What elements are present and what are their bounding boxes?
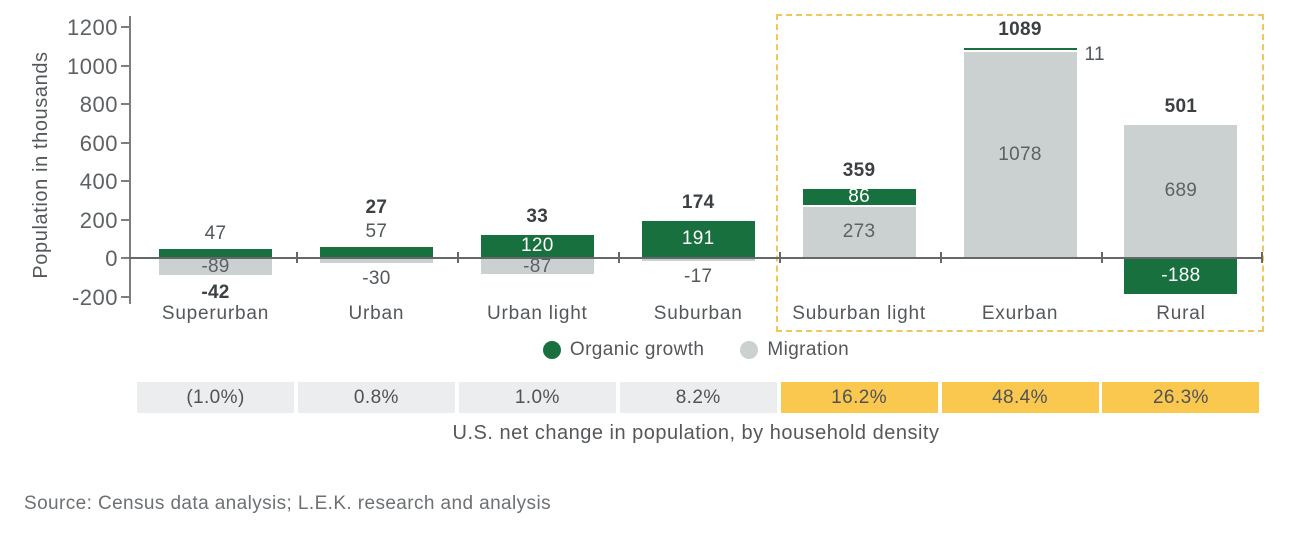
percent-cell: 26.3% xyxy=(1102,382,1260,413)
migration-value-label: -30 xyxy=(362,268,391,290)
total-label: 174 xyxy=(681,192,715,214)
total-label: 33 xyxy=(526,205,549,227)
organic-value-label: 57 xyxy=(365,221,388,243)
legend: Organic growth Migration xyxy=(130,338,1262,362)
x-tick-mark xyxy=(939,252,942,263)
organic-growth-bar xyxy=(1124,259,1238,294)
migration-bar xyxy=(963,51,1077,257)
total-label: 1089 xyxy=(998,19,1042,41)
y-tick-mark xyxy=(121,103,130,105)
highlight-dashed-box xyxy=(776,14,1264,332)
x-axis-line xyxy=(129,257,1262,259)
source-note: Source: Census data analysis; L.E.K. res… xyxy=(24,493,551,514)
category-label: Suburban light xyxy=(792,303,926,324)
y-tick-mark xyxy=(121,218,130,221)
category-label: Suburban xyxy=(653,303,743,324)
category-label: Urban xyxy=(348,303,405,324)
migration-value-label: -89 xyxy=(201,256,230,277)
y-tick-label: 0 xyxy=(105,246,118,271)
chart-caption: U.S. net change in population, by househ… xyxy=(452,422,940,444)
y-tick-label: 400 xyxy=(79,169,118,194)
migration-value-label: 689 xyxy=(1164,180,1198,202)
organic-value-label: -188 xyxy=(1161,265,1201,286)
organic-growth-bar xyxy=(319,247,433,257)
organic-growth-bar xyxy=(641,221,755,257)
y-tick-mark xyxy=(121,64,130,67)
x-tick-mark xyxy=(778,252,781,263)
x-tick-mark xyxy=(1100,252,1103,263)
migration-bar xyxy=(1124,125,1238,257)
y-tick-mark xyxy=(121,26,130,28)
total-label: 501 xyxy=(1164,96,1198,118)
y-tick-label: 1200 xyxy=(67,15,118,40)
legend-label: Organic growth xyxy=(569,339,705,360)
percent-cell: 0.8% xyxy=(297,382,455,413)
y-tick-mark xyxy=(121,180,130,182)
legend-label: Migration xyxy=(767,339,850,360)
migration-value-label: -17 xyxy=(684,265,713,287)
y-tick-mark xyxy=(121,295,130,298)
organic-value-label: 86 xyxy=(848,185,870,207)
y-tick-label: -200 xyxy=(71,284,118,310)
migration-bar xyxy=(480,259,594,275)
organic-growth-bar xyxy=(963,48,1077,51)
y-tick-label: 800 xyxy=(79,92,118,117)
total-label: 27 xyxy=(365,197,388,219)
organic-value-label: 11 xyxy=(1084,44,1105,66)
x-tick-mark xyxy=(1261,252,1264,263)
percent-cell: 1.0% xyxy=(458,382,616,413)
migration-value-label: 1078 xyxy=(998,143,1042,165)
x-tick-mark xyxy=(617,252,620,263)
organic-value-label: 120 xyxy=(520,234,554,256)
organic-growth-bar xyxy=(159,248,272,257)
organic-value-label: 47 xyxy=(204,222,227,244)
percent-cell: 48.4% xyxy=(941,382,1099,413)
migration-bar xyxy=(641,259,755,261)
migration-value-label: -87 xyxy=(523,256,552,277)
x-tick-mark xyxy=(296,252,298,263)
organic-growth-dot-icon xyxy=(542,341,561,359)
y-tick-label: 600 xyxy=(79,130,118,156)
legend-item-organic-growth: Organic growth xyxy=(542,339,705,361)
migration-bar xyxy=(319,259,433,264)
total-label: -42 xyxy=(201,281,230,303)
percent-cell: (1.0%) xyxy=(137,382,294,413)
category-label: Exurban xyxy=(981,303,1059,324)
y-tick-mark xyxy=(121,141,130,144)
total-label: 359 xyxy=(842,159,876,181)
percent-cell: 8.2% xyxy=(619,382,777,413)
x-tick-mark xyxy=(456,252,459,263)
y-tick-label: 1000 xyxy=(67,53,118,79)
organic-growth-bar xyxy=(480,234,594,257)
y-tick-label: 200 xyxy=(79,207,118,233)
migration-bar xyxy=(159,259,272,275)
category-label: Rural xyxy=(1156,303,1206,324)
category-label: Urban light xyxy=(486,303,588,324)
legend-item-migration: Migration xyxy=(740,339,849,361)
category-label: Superurban xyxy=(161,303,270,324)
organic-growth-bar xyxy=(802,188,916,206)
y-axis-line xyxy=(129,16,131,304)
y-tick-mark xyxy=(121,257,130,259)
percent-cell: 16.2% xyxy=(780,382,938,413)
organic-value-label: 191 xyxy=(681,228,715,250)
migration-dot-icon xyxy=(740,341,759,359)
migration-value-label: 273 xyxy=(842,220,876,242)
migration-bar xyxy=(802,206,916,257)
